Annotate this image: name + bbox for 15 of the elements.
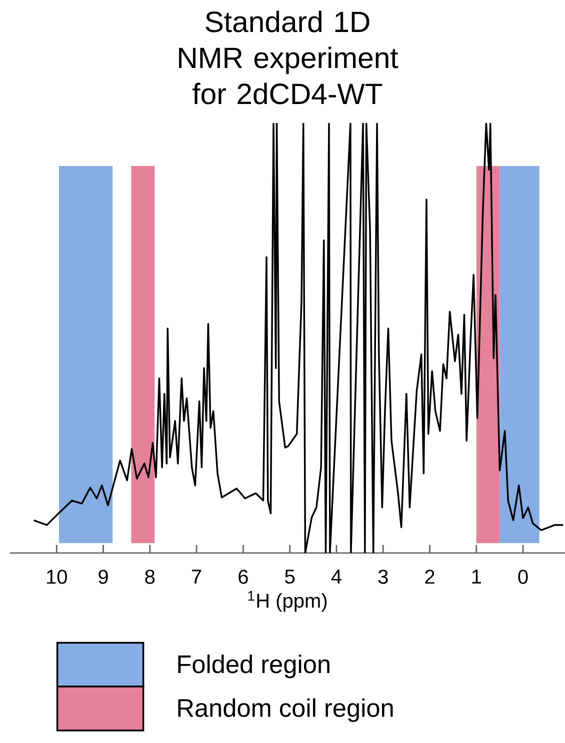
x-tick-label: 5 (285, 570, 295, 584)
x-tick-label: 1 (472, 570, 481, 584)
x-tick-label: 4 (331, 570, 342, 584)
x-tick-label: 9 (98, 570, 108, 584)
x-tick-label: 0 (518, 570, 528, 584)
x-tick-label: 6 (238, 570, 248, 584)
legend-label: Folded region (178, 654, 330, 678)
x-axis-title: $^{1}$H (ppm) (248, 591, 327, 612)
chart-title: Standard 1D NMR experiment for 2dCD4-WT (179, 10, 398, 104)
x-tick-label: 2 (425, 570, 434, 584)
x-tick-label: 8 (145, 570, 155, 584)
x-tick-label: 3 (378, 570, 388, 584)
x-tick-label: 10 (47, 570, 67, 584)
x-tick-label: 7 (192, 570, 202, 584)
legend-label: Random coil region (178, 698, 393, 722)
